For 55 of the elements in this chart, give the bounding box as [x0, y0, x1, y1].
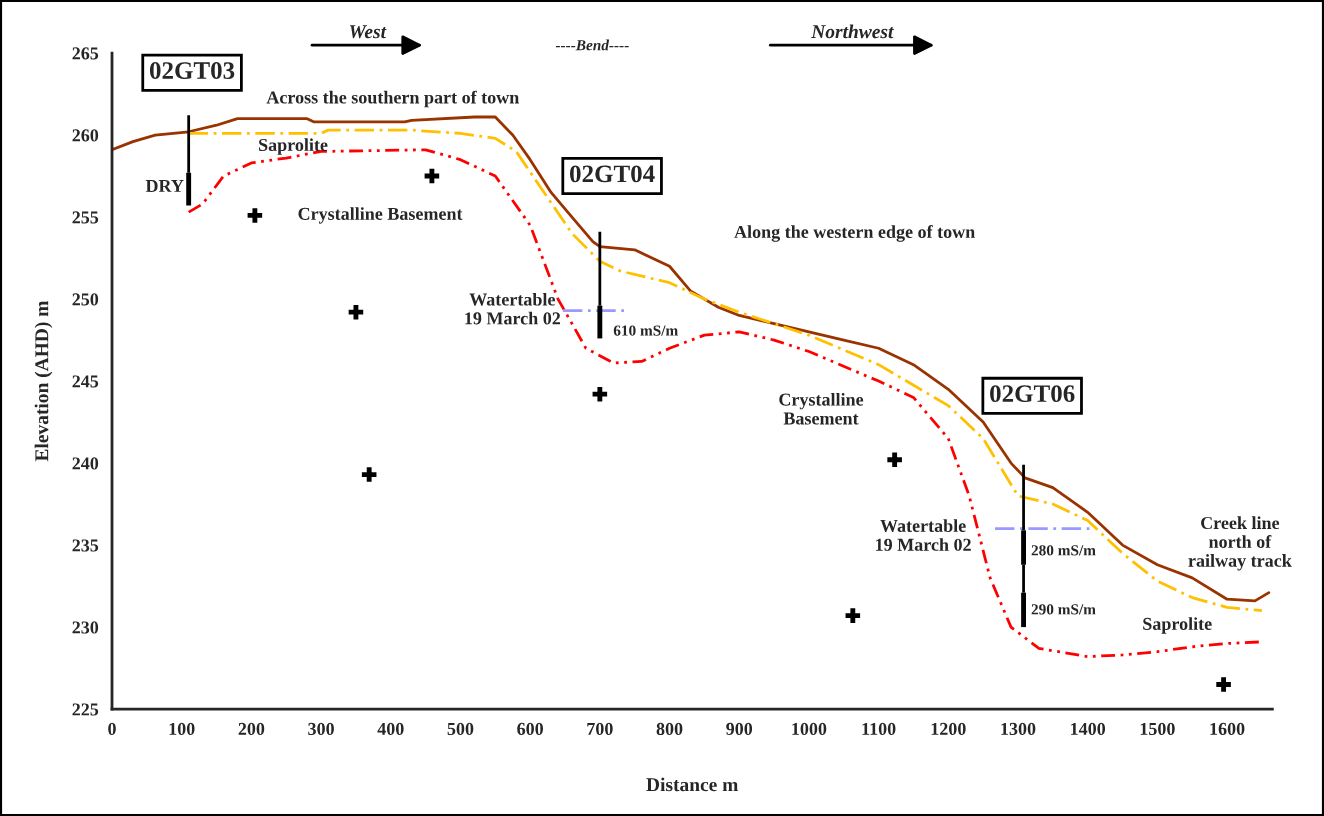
annotation: Saprolite: [1143, 617, 1212, 634]
text: ----Bend----: [555, 39, 629, 51]
annotation: 290 mS/m: [1031, 604, 1096, 615]
y-axis-title: Elevation (AHD) m: [34, 300, 53, 462]
x-tick-label: 1100: [862, 722, 896, 736]
x-tick-label: 1400: [1071, 722, 1106, 736]
annotation: 02GT04: [570, 165, 655, 183]
y-tick-label: 265: [72, 47, 99, 60]
x-tick-label: 200: [238, 722, 265, 736]
x-tick-label: 400: [377, 722, 404, 736]
x-axis-title: Distance m: [646, 777, 739, 792]
text: Northwest: [811, 24, 894, 39]
x-tick-label: 1200: [931, 722, 966, 736]
point: [845, 608, 861, 623]
y-tick-label: 240: [72, 457, 99, 470]
annotation: Across the southern part of town: [266, 90, 520, 108]
annotation: Saprolite: [259, 138, 328, 155]
y-tick-label: 260: [72, 129, 99, 142]
point: [592, 386, 608, 402]
point: [348, 304, 364, 320]
x-tick-label: 100: [169, 722, 195, 736]
y-tick-label: 235: [72, 539, 99, 552]
annotation: 610 mS/m: [613, 325, 678, 336]
annotation: 02GT06: [990, 385, 1075, 403]
x-tick-label: 500: [447, 722, 474, 736]
annotation: Crystalline Basement: [298, 207, 463, 224]
text: West: [349, 25, 387, 39]
annotation: Along the western edge of town: [734, 225, 975, 242]
x-tick-label: 1000: [792, 722, 827, 736]
point: [424, 168, 440, 184]
y-tick-label: 230: [72, 621, 99, 634]
y-tick-label: 225: [72, 703, 99, 716]
x-tick-label: 300: [308, 722, 334, 736]
annotation: DRY: [145, 180, 184, 192]
annotation: Watertable 19 March 02: [465, 292, 561, 325]
annotation: Watertable 19 March 02: [876, 519, 971, 551]
point: [1216, 677, 1231, 692]
annotation: 280 mS/m: [1031, 545, 1096, 556]
y-tick-label: 245: [72, 375, 99, 388]
point: [887, 452, 902, 468]
y-tick-label: 250: [72, 293, 99, 306]
x-tick-label: 600: [517, 722, 544, 736]
annotation: Creek line north of railway track: [1188, 516, 1292, 571]
point: [247, 208, 263, 223]
annotation: 02GT03: [149, 62, 235, 79]
point: [361, 467, 377, 482]
x-tick-label: 1300: [1001, 722, 1036, 736]
y-tick-label: 255: [72, 211, 99, 224]
x-tick-label: 900: [726, 722, 753, 736]
x-tick-label: 0: [108, 722, 116, 736]
x-tick-label: 1600: [1210, 722, 1245, 736]
x-tick-label: 1500: [1140, 722, 1175, 736]
annotation: Crystalline Basement: [779, 392, 864, 425]
x-tick-label: 800: [656, 722, 683, 736]
x-tick-label: 700: [587, 722, 613, 736]
